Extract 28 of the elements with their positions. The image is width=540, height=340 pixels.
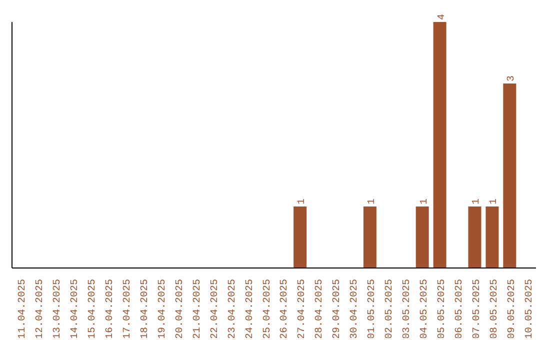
x-tick-label: 14.04.2025 — [70, 279, 82, 340]
x-tick-label: 28.04.2025 — [314, 279, 326, 340]
x-tick-label: 29.04.2025 — [332, 279, 344, 340]
x-tick-label: 22.04.2025 — [210, 279, 221, 340]
x-tick-label: 18.04.2025 — [140, 279, 151, 340]
data-label: 3 — [506, 75, 518, 82]
x-tick-label: 24.04.2025 — [244, 279, 256, 340]
data-label: 1 — [489, 198, 500, 204]
data-label: 1 — [366, 198, 378, 204]
x-tick-label: 11.04.2025 — [18, 279, 29, 340]
x-tick-label: 17.04.2025 — [122, 279, 134, 340]
data-label: 1 — [297, 198, 308, 204]
data-label: 1 — [419, 198, 430, 204]
x-tick-label: 21.04.2025 — [192, 279, 204, 340]
x-tick-label: 12.04.2025 — [35, 279, 46, 340]
x-tick-label: 30.04.2025 — [350, 279, 361, 340]
x-tick-label: 27.04.2025 — [297, 279, 308, 340]
x-tick-label: 13.04.2025 — [52, 279, 64, 340]
x-tick-label: 15.04.2025 — [88, 279, 99, 340]
x-tick-label: 19.04.2025 — [157, 279, 168, 340]
x-tick-label: 16.04.2025 — [105, 279, 116, 340]
data-label: 4 — [436, 14, 448, 20]
x-tick-label: 20.04.2025 — [174, 279, 186, 340]
x-tick-label: 23.04.2025 — [227, 279, 238, 340]
x-tick-label: 26.04.2025 — [280, 279, 291, 340]
x-tick-label: 10.05.2025 — [524, 279, 536, 340]
x-tick-label: 25.04.2025 — [262, 279, 274, 340]
data-label: 1 — [472, 198, 483, 204]
